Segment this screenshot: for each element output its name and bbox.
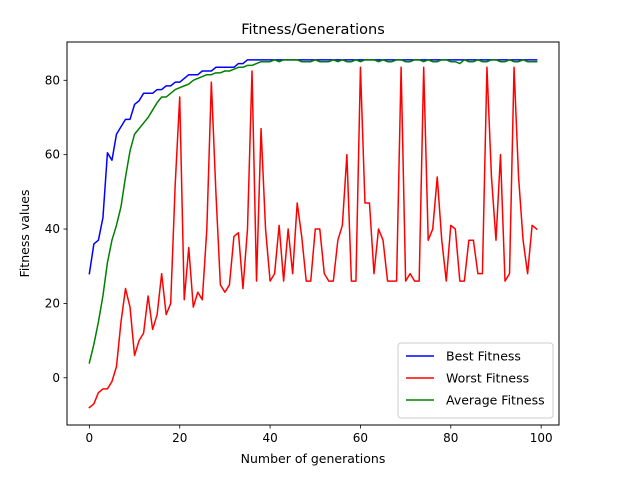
y-tick-label: 80 (45, 73, 60, 87)
series-line-best-fitness (88, 59, 538, 275)
y-tick-label: 40 (45, 222, 60, 236)
x-axis-ticks: 0 20 40 60 80 100 (86, 425, 553, 445)
x-tick-label: 60 (353, 431, 368, 445)
chart-title: Fitness/Generations (241, 22, 385, 38)
y-axis-label: Fitness values (17, 190, 32, 278)
y-tick-label: 0 (52, 371, 60, 385)
y-tick-label: 20 (45, 296, 60, 310)
series-line-average-fitness (88, 59, 538, 364)
x-axis-label: Number of generations (241, 451, 386, 466)
x-tick-label: 20 (172, 431, 187, 445)
legend-box (397, 342, 554, 419)
legend-label-worst-fitness: Worst Fitness (446, 371, 529, 386)
legend-label-best-fitness: Best Fitness (446, 349, 521, 364)
legend-label-average-fitness: Average Fitness (446, 393, 545, 408)
x-tick-label: 0 (86, 431, 94, 445)
axes-frame (66, 41, 560, 426)
x-tick-label: 80 (443, 431, 458, 445)
x-tick-label: 100 (530, 431, 553, 445)
y-tick-label: 60 (45, 148, 60, 162)
series-line-worst-fitness (88, 66, 538, 409)
x-tick-label: 40 (262, 431, 277, 445)
legend: Best Fitness Worst Fitness Average Fitness (397, 342, 554, 419)
series-lines (88, 59, 538, 409)
y-axis-ticks: 0 20 40 60 80 (45, 73, 67, 385)
